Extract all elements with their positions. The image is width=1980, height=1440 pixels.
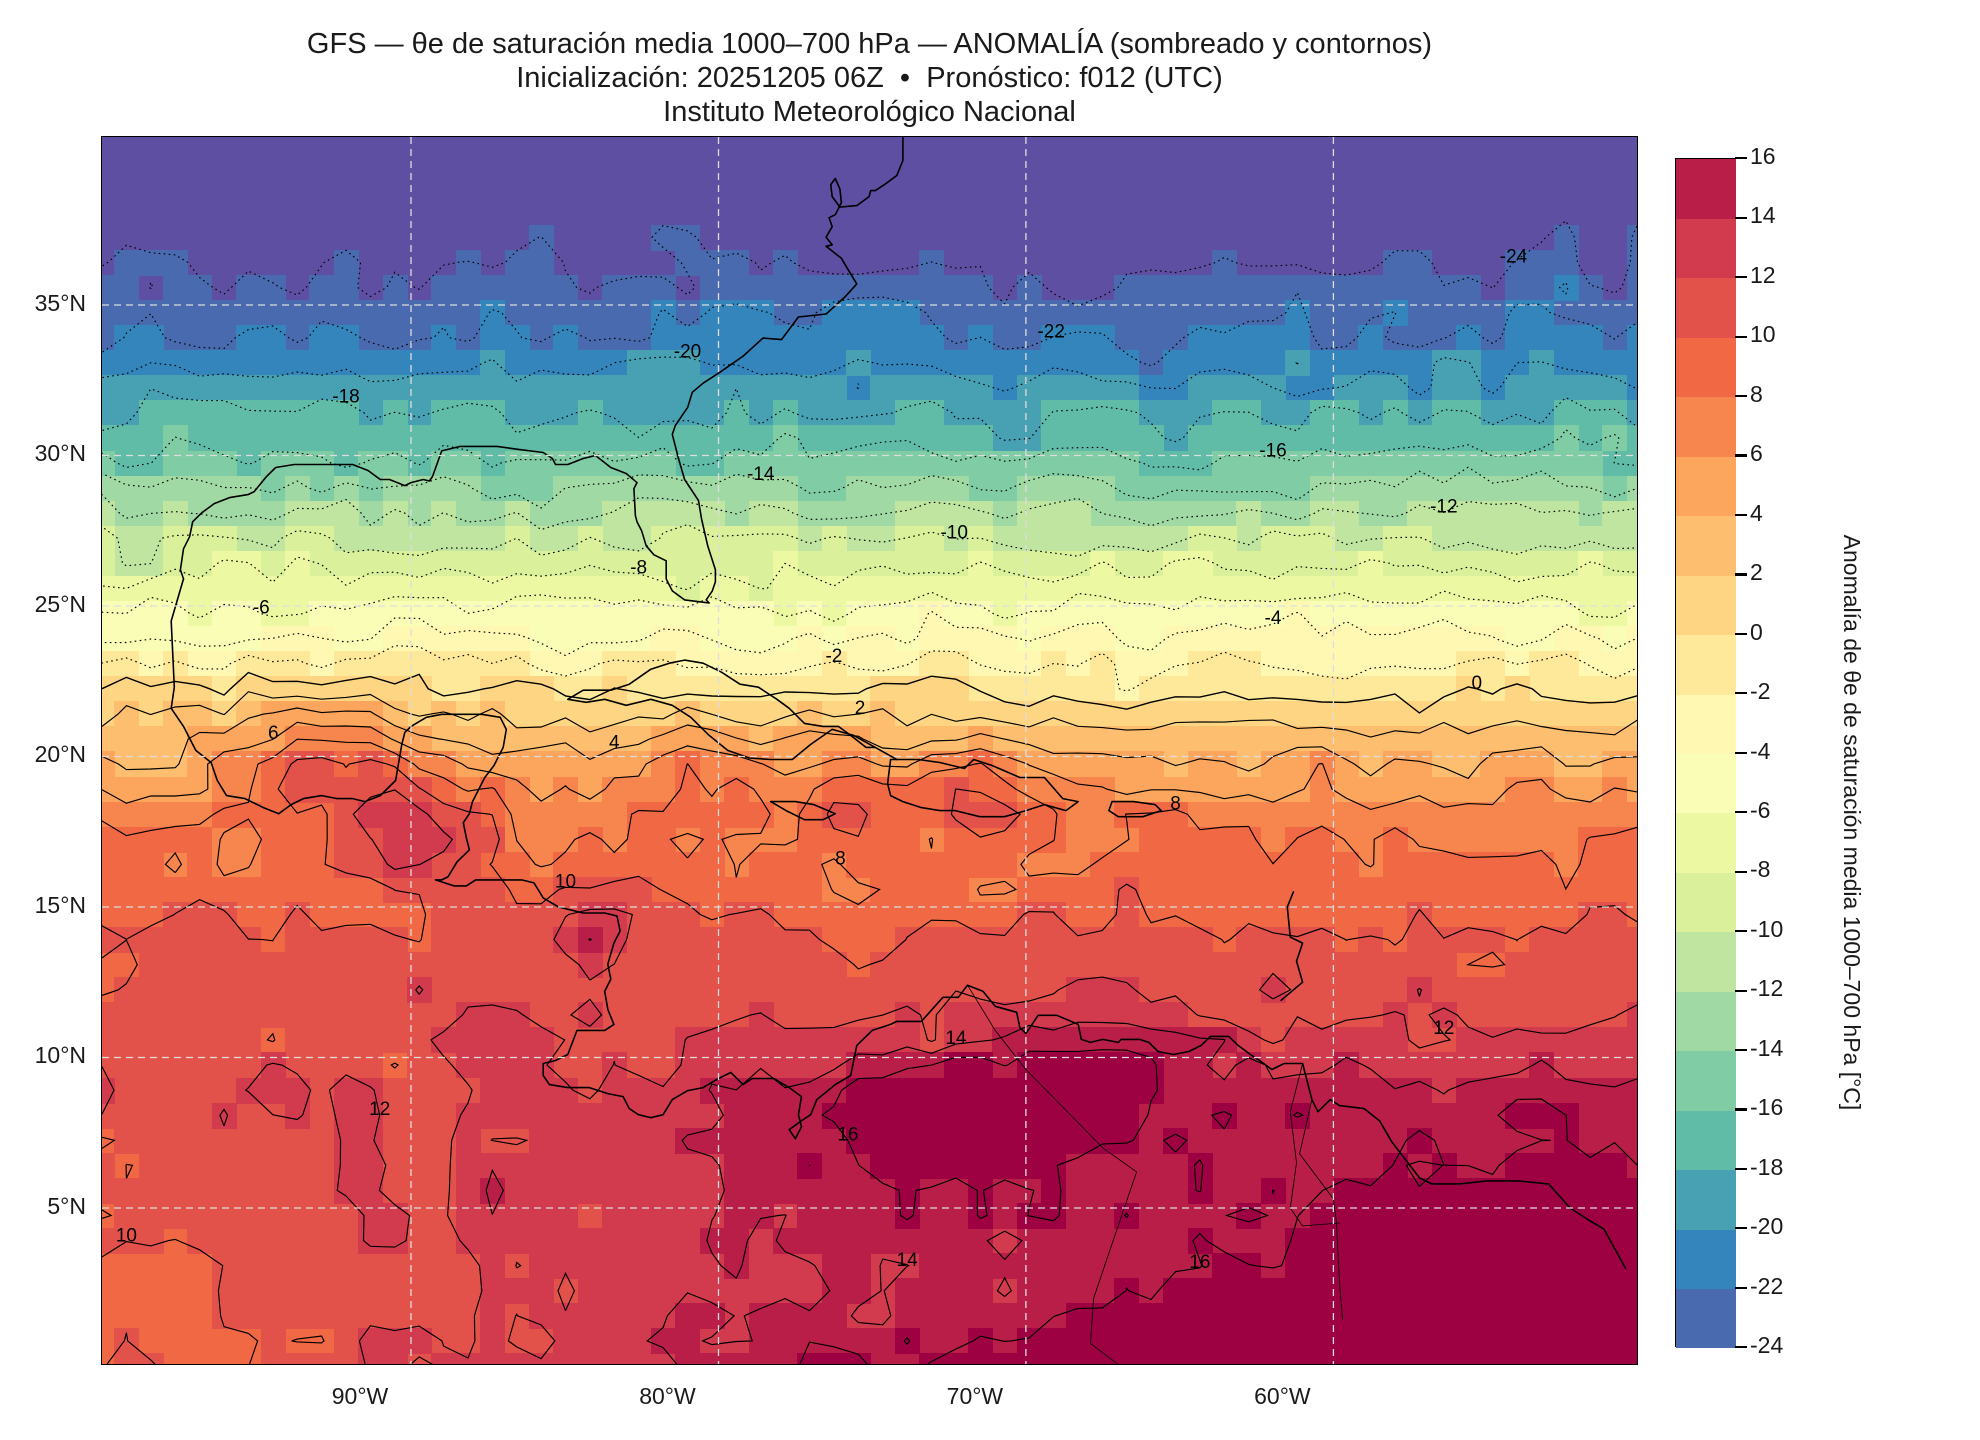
svg-text:0: 0	[1472, 673, 1483, 694]
svg-text:4: 4	[609, 733, 620, 754]
svg-text:-20: -20	[674, 341, 701, 362]
svg-text:-22: -22	[1037, 322, 1064, 343]
svg-text:8: 8	[1170, 794, 1181, 815]
svg-text:8: 8	[835, 848, 846, 869]
svg-text:-18: -18	[332, 386, 359, 407]
svg-text:-10: -10	[940, 522, 967, 543]
svg-text:-14: -14	[747, 464, 775, 485]
svg-text:16: 16	[837, 1124, 858, 1145]
svg-text:-12: -12	[1430, 496, 1457, 517]
svg-text:-24: -24	[1500, 246, 1528, 267]
svg-text:-8: -8	[630, 558, 647, 579]
svg-text:14: 14	[945, 1028, 967, 1049]
svg-text:2: 2	[855, 698, 866, 719]
svg-text:12: 12	[1433, 1018, 1454, 1039]
svg-text:-16: -16	[1259, 441, 1286, 462]
svg-text:10: 10	[116, 1226, 137, 1247]
svg-text:6: 6	[268, 723, 279, 744]
svg-text:-2: -2	[825, 646, 842, 667]
svg-text:16: 16	[1189, 1252, 1210, 1273]
svg-text:-4: -4	[1265, 608, 1282, 629]
svg-text:-6: -6	[253, 598, 270, 619]
svg-text:12: 12	[369, 1099, 390, 1120]
svg-text:10: 10	[555, 871, 576, 892]
svg-text:14: 14	[897, 1250, 919, 1271]
